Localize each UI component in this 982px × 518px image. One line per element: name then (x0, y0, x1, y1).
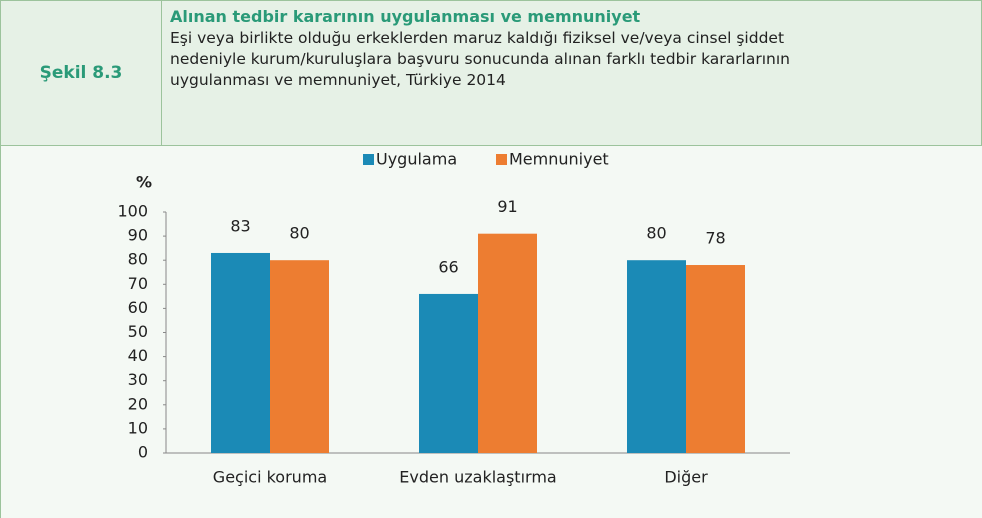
y-tick-label: 10 (128, 418, 148, 437)
value-label: 66 (438, 257, 458, 276)
y-tick-label: 80 (128, 250, 148, 269)
legend-label: Memnuniyet (509, 150, 609, 169)
value-label: 80 (289, 224, 309, 243)
legend-label: Uygulama (376, 150, 457, 169)
value-label: 91 (497, 197, 517, 216)
bar (627, 260, 686, 453)
value-label: 78 (705, 229, 725, 248)
header-text: Alınan tedbir kararının uygulanması ve m… (162, 1, 818, 145)
y-tick-label: 70 (128, 274, 148, 293)
chart-title: Alınan tedbir kararının uygulanması ve m… (170, 7, 641, 26)
legend-swatch (496, 154, 507, 165)
y-tick-label: 0 (138, 443, 148, 462)
y-axis-label: % (136, 173, 152, 192)
y-tick-label: 40 (128, 346, 148, 365)
y-tick-label: 60 (128, 298, 148, 317)
value-label: 80 (646, 224, 666, 243)
y-tick-label: 50 (128, 322, 148, 341)
bar (478, 233, 537, 453)
y-tick-label: 100 (117, 202, 148, 221)
x-tick-label: Evden uzaklaştırma (399, 468, 556, 487)
chart-subtitle: Eşi veya birlikte olduğu erkeklerden mar… (170, 29, 790, 89)
bar (686, 265, 745, 453)
y-tick-label: 30 (128, 370, 148, 389)
bar (419, 293, 478, 453)
value-label: 83 (230, 216, 250, 235)
bar (211, 252, 270, 453)
figure-label: Şekil 8.3 (1, 1, 162, 145)
legend-swatch (363, 154, 374, 165)
figure-header: Şekil 8.3 Alınan tedbir kararının uygula… (0, 0, 982, 146)
x-tick-label: Diğer (664, 468, 708, 487)
x-tick-label: Geçici koruma (213, 468, 327, 487)
figure-body (0, 145, 981, 518)
bar (270, 260, 329, 453)
y-tick-label: 90 (128, 226, 148, 245)
y-tick-label: 20 (128, 394, 148, 413)
